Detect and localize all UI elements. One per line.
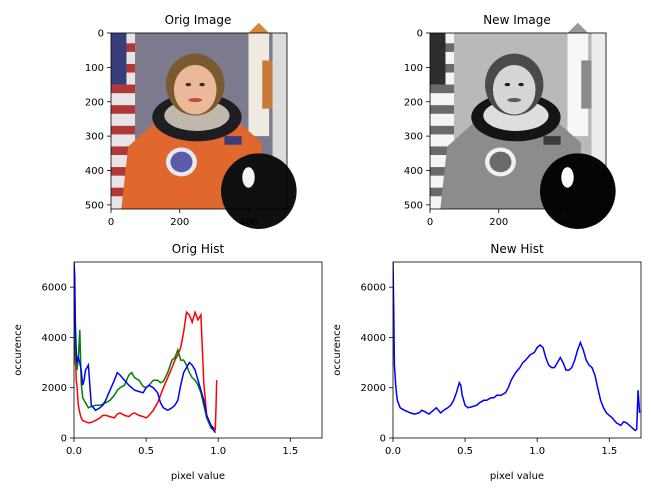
face — [173, 64, 217, 115]
face — [492, 64, 536, 115]
flag-stripe — [111, 146, 136, 156]
shuttle-body — [248, 33, 270, 137]
orig-image-panel: Orig Image 0 200 400 0 100 200 300 400 500 — [85, 13, 297, 229]
series-line-2 — [74, 262, 216, 433]
flag-stripe — [111, 167, 136, 176]
orig-hist-title: Orig Hist — [172, 242, 225, 256]
name-badge — [224, 136, 242, 145]
x-tick-label: 0.0 — [385, 446, 401, 457]
new-hist-title: New Hist — [490, 242, 544, 256]
new-hist-xlabel: pixel value — [490, 471, 544, 482]
helmet — [221, 153, 297, 229]
y-tick-label: 400 — [85, 166, 104, 177]
flag-stripe — [111, 84, 136, 94]
y-tick-label: 400 — [404, 166, 423, 177]
patch-inner — [489, 151, 512, 173]
series-line-0 — [74, 299, 218, 431]
y-tick-label: 6000 — [361, 283, 386, 294]
x-tick-label: 1.5 — [601, 446, 617, 457]
eye-right — [199, 82, 205, 87]
new-hist-ylabel: occurence — [332, 324, 343, 375]
eye-left — [504, 82, 511, 87]
y-tick-label: 0 — [380, 434, 386, 445]
eye-left — [185, 82, 192, 87]
flag-stripe — [111, 125, 136, 135]
new-image-ticks: 0 200 400 0 100 200 300 400 500 — [404, 29, 577, 229]
x-tick-label: 400 — [558, 217, 577, 228]
y-tick-label: 4000 — [42, 333, 67, 344]
name-badge — [543, 136, 561, 145]
flag-stripe — [111, 187, 136, 197]
mouth — [507, 97, 522, 103]
shuttle-body — [567, 33, 589, 137]
new-hist-plot-area: 0.0 0.5 1.0 1.5 0 2000 4000 6000 — [361, 261, 642, 457]
flag-canton — [430, 33, 446, 85]
y-tick-label: 100 — [85, 63, 104, 74]
y-tick-label: 200 — [404, 97, 423, 108]
y-tick-label: 300 — [85, 132, 104, 143]
orig-image-ticks: 0 200 400 0 100 200 300 400 500 — [85, 29, 258, 229]
mouth — [188, 97, 203, 103]
series-line-0 — [393, 262, 641, 432]
astronaut-color-image — [111, 22, 297, 229]
flag-stripe — [430, 105, 455, 114]
x-tick-label: 0 — [108, 217, 114, 228]
flag-stripe — [430, 125, 455, 135]
x-tick-label: 0.0 — [66, 446, 82, 457]
x-tick-label: 200 — [170, 217, 189, 228]
flag-stripe — [111, 105, 136, 114]
new-image-title: New Image — [483, 13, 551, 27]
y-tick-label: 4000 — [361, 333, 386, 344]
y-tick-label: 300 — [404, 132, 423, 143]
shuttle-nose — [567, 22, 589, 33]
flag-canton — [111, 33, 127, 85]
y-tick-label: 0 — [417, 29, 423, 40]
x-tick-label: 200 — [489, 217, 508, 228]
x-tick-label: 0.5 — [138, 446, 154, 457]
x-tick-label: 1.0 — [210, 446, 226, 457]
orig-hist-panel: Orig Hist 0.0 0.5 1.0 1.5 0 2000 4000 6000 pixe… — [13, 242, 323, 482]
plot-frame — [73, 261, 323, 439]
y-tick-label: 2000 — [361, 383, 386, 394]
y-tick-label: 500 — [85, 200, 104, 211]
orig-image-title: Orig Image — [165, 13, 232, 27]
flag-stripe — [430, 167, 455, 176]
flag-stripe — [430, 146, 455, 156]
eye-right — [518, 82, 524, 87]
helmet — [540, 153, 616, 229]
y-tick-label: 2000 — [42, 383, 67, 394]
helmet-highlight — [242, 167, 255, 188]
x-tick-label: 0 — [427, 217, 433, 228]
flag-stripe — [430, 187, 455, 197]
y-tick-label: 6000 — [42, 283, 67, 294]
orig-hist-ylabel: occurence — [13, 324, 24, 375]
new-image-frame — [429, 32, 607, 210]
patch-inner — [170, 151, 193, 173]
new-hist-panel: New Hist 0.0 0.5 1.0 1.5 0 2000 4000 6000 pixel… — [332, 242, 642, 482]
helmet-highlight — [561, 167, 574, 188]
orig-hist-plot-area: 0.0 0.5 1.0 1.5 0 2000 4000 6000 — [42, 261, 323, 457]
y-tick-label: 100 — [404, 63, 423, 74]
shuttle-nose — [248, 22, 270, 33]
x-tick-label: 1.0 — [529, 446, 545, 457]
orig-hist-xlabel: pixel value — [171, 471, 225, 482]
astronaut-grayscale-image — [430, 22, 616, 229]
y-tick-label: 0 — [61, 434, 67, 445]
x-tick-label: 400 — [239, 217, 258, 228]
y-tick-label: 0 — [98, 29, 104, 40]
plot-frame — [392, 261, 642, 439]
y-tick-label: 500 — [404, 200, 423, 211]
shuttle-tank — [262, 60, 273, 109]
flag-stripe — [430, 84, 455, 94]
x-tick-label: 1.5 — [282, 446, 298, 457]
x-tick-label: 0.5 — [457, 446, 473, 457]
shuttle-tank — [581, 60, 592, 109]
orig-image-frame — [110, 32, 288, 210]
new-image-panel: New Image 0 200 400 0 100 200 300 400 500 — [404, 13, 616, 229]
y-tick-label: 200 — [85, 97, 104, 108]
series-line-1 — [74, 312, 216, 434]
